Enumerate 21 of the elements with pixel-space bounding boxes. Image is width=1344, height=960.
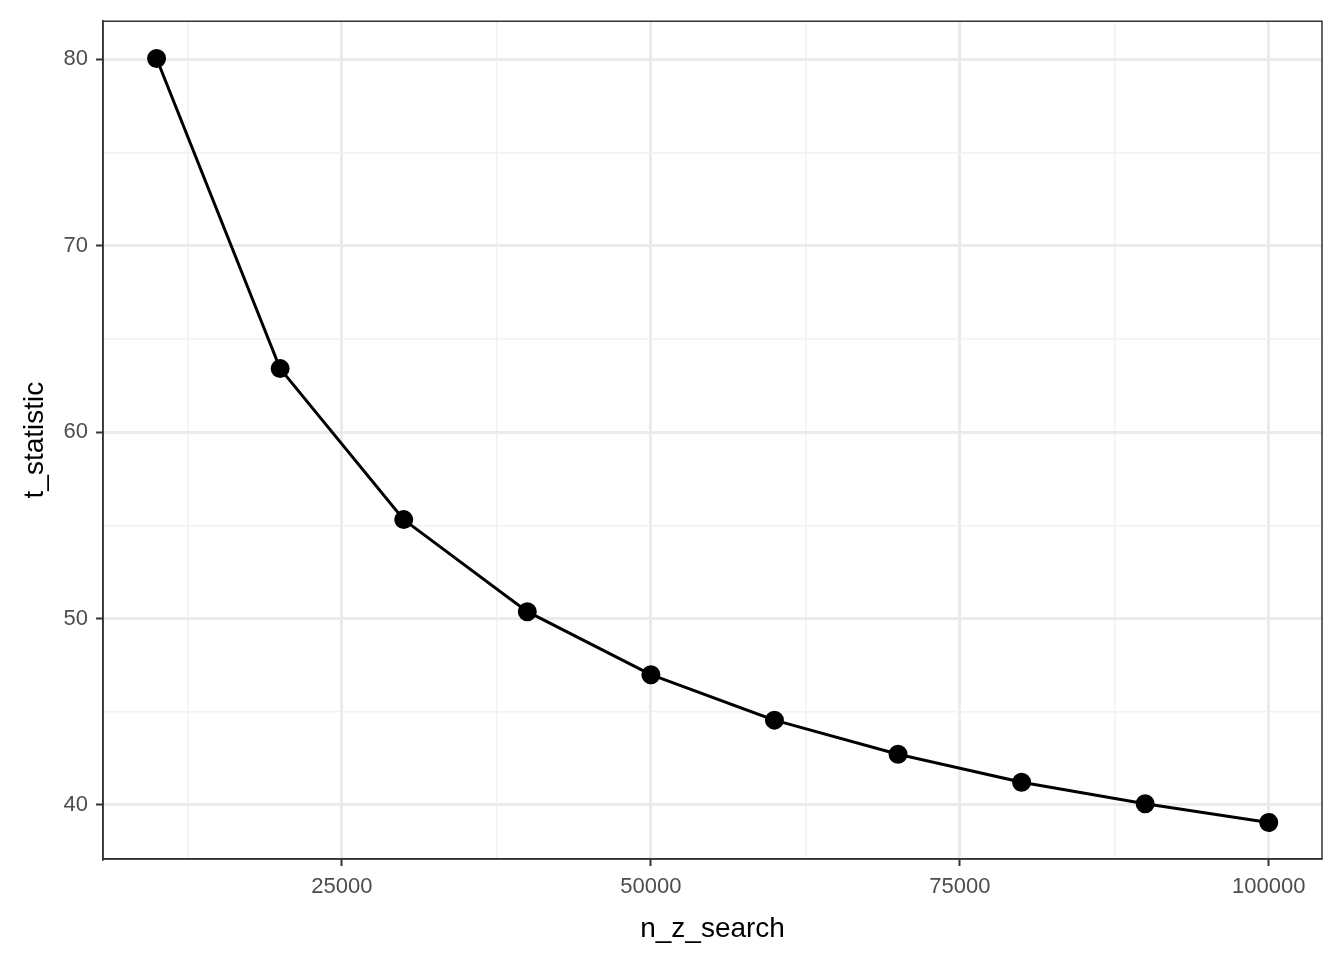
y-tick-label: 50 (63, 604, 89, 630)
point (1012, 772, 1032, 792)
y-axis-title: t_statistic (17, 381, 49, 499)
x-axis-title: n_z_search (640, 911, 785, 943)
point (147, 48, 167, 68)
point (270, 359, 290, 379)
x-tick-label: 50000 (620, 873, 682, 899)
y-tick-label: 60 (63, 418, 89, 444)
y-tick-label: 70 (63, 231, 89, 257)
point (764, 710, 784, 730)
x-tick-label: 100000 (1232, 873, 1306, 899)
point (641, 665, 661, 685)
x-tick-label: 75000 (929, 873, 991, 899)
point (888, 744, 908, 764)
point (394, 510, 414, 530)
y-tick-label: 40 (63, 791, 89, 817)
x-tick-label: 25000 (311, 873, 373, 899)
point (1259, 812, 1279, 832)
point (517, 602, 537, 622)
y-tick-label: 80 (63, 45, 89, 71)
point (1135, 794, 1155, 814)
